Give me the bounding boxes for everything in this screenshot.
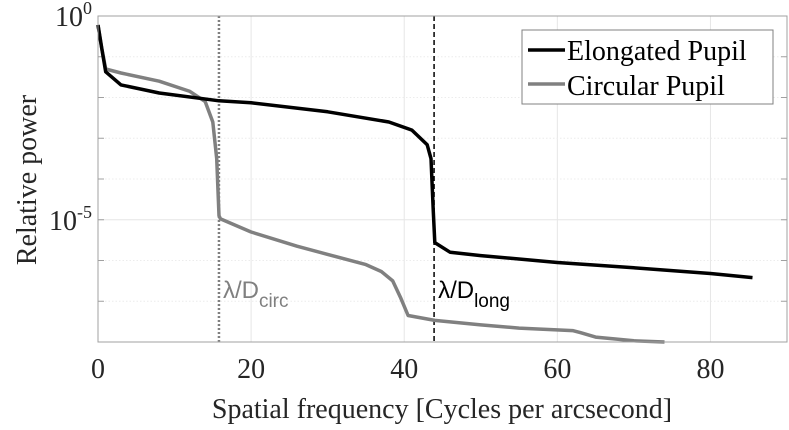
plot-frame xyxy=(97,15,788,343)
label-circ: λ/Dcirc xyxy=(223,277,289,312)
annotation-labels: λ/Dcirc λ/Dlong xyxy=(223,277,510,312)
reference-lines xyxy=(217,16,435,342)
y-tick-base: 10 xyxy=(49,206,77,237)
legend-label-elongated: Elongated Pupil xyxy=(567,36,747,67)
x-tick-label: 80 xyxy=(696,354,724,385)
y-tick-label: 10-5 xyxy=(49,202,92,237)
x-tick-label: 0 xyxy=(91,354,105,385)
x-tick-label: 60 xyxy=(543,354,571,385)
y-tick-exponent: 0 xyxy=(83,0,92,18)
series-lines xyxy=(96,24,753,344)
x-tick-labels: 0 20 40 60 80 xyxy=(91,354,724,385)
annotation-label-subscript: circ xyxy=(259,291,289,312)
y-axis-label: Relative power xyxy=(12,94,43,265)
x-tick-label: 40 xyxy=(390,354,418,385)
annotation-label-subscript: long xyxy=(474,291,510,312)
legend-label-circular: Circular Pupil xyxy=(567,71,725,102)
y-tick-base: 10 xyxy=(55,2,83,33)
series-elongated-pupil xyxy=(96,24,753,280)
x-axis-label: Spatial frequency [Cycles per arcsecond] xyxy=(212,394,672,425)
series-circular-pupil xyxy=(96,24,665,344)
y-tick-exponent: -5 xyxy=(77,202,92,222)
x-tick-label: 20 xyxy=(237,354,265,385)
annotation-label-main: λ/D xyxy=(438,277,474,304)
legend-box xyxy=(521,29,774,105)
label-long: λ/Dlong xyxy=(438,277,510,312)
annotation-label-main: λ/D xyxy=(223,277,259,304)
legend: Elongated Pupil Circular Pupil xyxy=(521,29,774,105)
y-tick-label: 100 xyxy=(55,0,92,33)
